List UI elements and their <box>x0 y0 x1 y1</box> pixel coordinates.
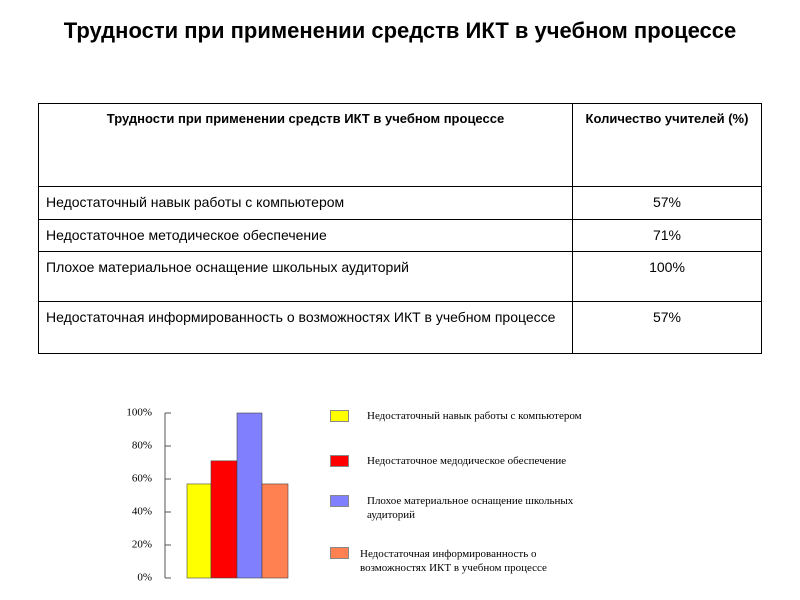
table-cell: 71% <box>572 219 762 252</box>
table-cell: 57% <box>572 301 762 354</box>
table-row: Недостаточная информированность о возмож… <box>38 301 762 354</box>
header-cell: Трудности при применении средств ИКТ в у… <box>38 103 573 187</box>
y-tick-label: 0% <box>137 572 152 584</box>
table-cell: Недостаточный навык работы с компьютером <box>38 186 573 220</box>
slide-title: Трудности при применении средств ИКТ в у… <box>63 18 737 43</box>
bar <box>186 483 212 579</box>
legend-label: Недостаточное медодическое обеспечение <box>367 455 567 467</box>
data-table: Трудности при применении средств ИКТ в у… <box>38 103 762 354</box>
y-tick-label: 100% <box>126 407 152 419</box>
legend-swatch <box>330 547 349 559</box>
legend-label: Плохое материальное оснащение школьных а… <box>367 495 574 521</box>
legend-swatch <box>330 410 349 422</box>
y-tick-label: 20% <box>132 539 152 551</box>
legend-label: Недостаточная информированность о возмож… <box>360 548 547 574</box>
table-body: Недостаточный навык работы с компьютером… <box>38 186 762 354</box>
table-row: Недостаточное методическое обеспечение 71… <box>38 219 762 252</box>
table-row: Плохое материальное оснащение школьных а… <box>38 251 762 302</box>
legend-swatch <box>330 455 349 467</box>
bar <box>261 483 289 579</box>
y-tick-label: 60% <box>132 473 152 485</box>
table-cell: Недостаточная информированность о возмож… <box>38 301 573 354</box>
bar <box>210 460 238 579</box>
table-cell: Плохое материальное оснащение школьных а… <box>38 251 573 302</box>
y-tick-label: 40% <box>132 506 152 518</box>
bar <box>236 412 263 579</box>
table-cell: Недостаточное методическое обеспечение <box>38 219 573 252</box>
legend-swatch <box>330 495 349 507</box>
y-tick-label: 80% <box>132 440 152 452</box>
legend-label: Недостаточный навык работы с компьютером <box>367 410 582 422</box>
table-header: Трудности при применении средств ИКТ в у… <box>38 103 762 187</box>
header-cell: Количество учителей (%) <box>572 103 762 187</box>
